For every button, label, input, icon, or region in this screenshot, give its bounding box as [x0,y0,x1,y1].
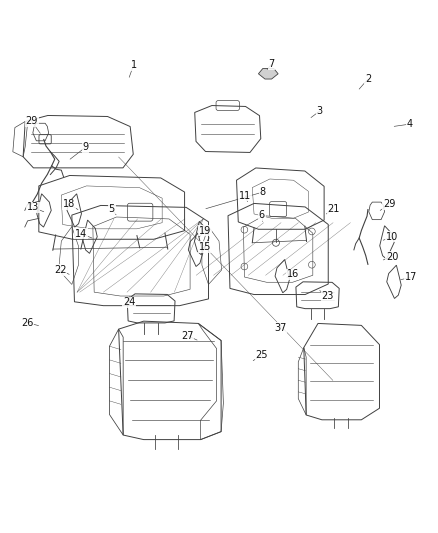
Text: 27: 27 [181,330,194,341]
Text: 8: 8 [260,187,266,197]
Text: 15: 15 [199,242,211,252]
Text: 6: 6 [259,210,265,220]
Text: 29: 29 [25,116,38,126]
Text: 23: 23 [321,291,334,301]
Text: 26: 26 [21,318,33,328]
Text: 2: 2 [365,74,371,84]
Text: 14: 14 [75,229,87,239]
Polygon shape [258,69,278,79]
Text: 10: 10 [386,232,398,242]
Text: 11: 11 [239,190,251,200]
Text: 4: 4 [406,119,413,129]
Text: 5: 5 [109,204,115,214]
Text: 19: 19 [199,225,211,236]
Text: 16: 16 [286,269,299,279]
Text: 37: 37 [274,323,286,333]
Text: 7: 7 [268,59,275,69]
Text: 17: 17 [405,272,417,282]
Text: 18: 18 [63,199,75,209]
Text: 1: 1 [131,60,137,70]
Text: 9: 9 [82,142,88,152]
Text: 3: 3 [317,106,323,116]
Text: 29: 29 [383,199,395,209]
Text: 22: 22 [54,265,67,275]
Text: 13: 13 [27,203,39,212]
Text: 24: 24 [123,297,135,308]
Text: 21: 21 [328,204,340,214]
Text: 25: 25 [256,350,268,360]
Text: 20: 20 [386,252,398,262]
